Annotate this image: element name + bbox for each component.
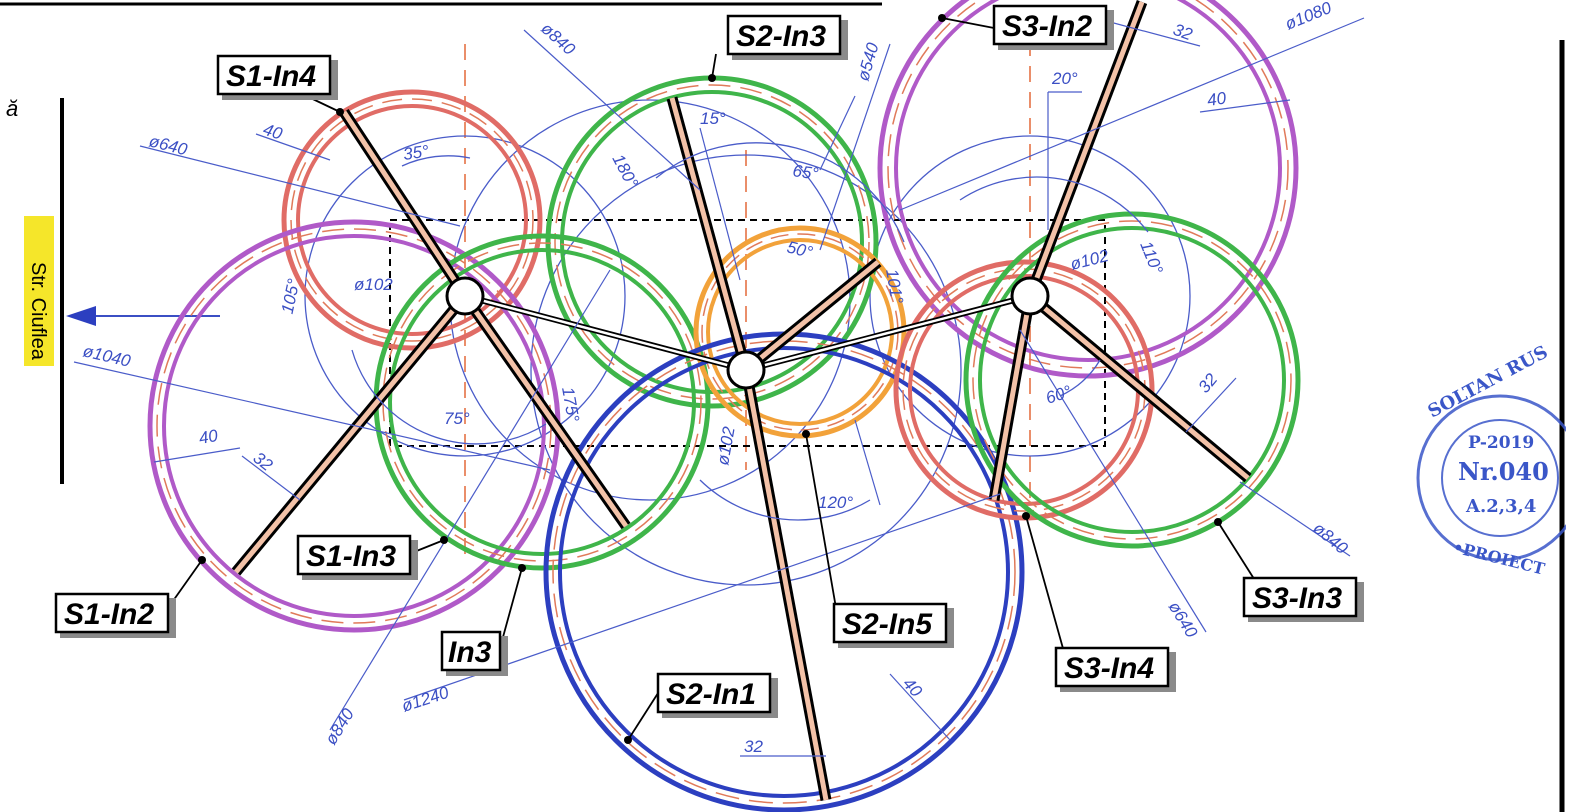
hub-s2: [726, 350, 766, 390]
angle-110: 110°: [1136, 238, 1166, 277]
dim-width-32-d: 32: [744, 737, 763, 756]
dim-width-32-b: 32: [250, 448, 277, 475]
tag-s1-in2-text: S1-In2: [64, 598, 154, 631]
dim-width-40-c: 40: [1206, 88, 1228, 110]
tag-s2-in1: S2-In1: [656, 672, 778, 718]
tag-s1-in3: S1-In3: [296, 534, 418, 580]
dim-width-40-a: 40: [261, 120, 285, 144]
tag-s3-in4: S3-In4: [1054, 646, 1176, 692]
stamp-bottom-text: •PROIECT: [1451, 537, 1547, 578]
dimension-lines: [73, 17, 1365, 757]
tag-s3-in2: S3-In2: [992, 4, 1114, 50]
tag-s1-in2: S1-In2: [54, 592, 176, 638]
angle-20: 20°: [1051, 69, 1078, 88]
angle-105: 105°: [278, 277, 304, 316]
dim-diameter-840-b: ø840: [321, 705, 358, 748]
project-stamp: SOLTAN RUS P-2019 Nr.040 A.2,3,4 •PROIEC…: [1416, 342, 1574, 579]
dim-diameter-1080: ø1080: [1282, 0, 1334, 34]
stamp-code: A.2,3,4: [1465, 496, 1536, 517]
dim-diameter-102-b: ø102: [1068, 246, 1111, 274]
tag-s2-in3: S2-In3: [726, 14, 848, 60]
tag-s2-in5-text: S2-In5: [842, 608, 933, 641]
tag-s1-in4-text: S1-In4: [226, 60, 316, 93]
hub-s1: [445, 276, 485, 316]
dim-width-40-b: 40: [197, 426, 219, 448]
dim-diameter-102-c: ø102: [713, 425, 739, 467]
tag-in3-text: In3: [448, 636, 492, 669]
tag-s3-in3-text: S3-In3: [1252, 582, 1342, 615]
street-label-background: [24, 216, 54, 366]
dim-width-32-a: 32: [1171, 20, 1196, 45]
angle-75: 75°: [444, 409, 470, 428]
stamp-year: P-2019: [1468, 433, 1534, 453]
dim-diameter-640-b: ø640: [1165, 598, 1202, 641]
angle-120: 120°: [818, 493, 853, 512]
angle-65: 65°: [791, 161, 819, 183]
dim-width-32-c: 32: [1195, 369, 1222, 396]
tag-s3-in2-text: S3-In2: [1002, 10, 1092, 43]
dim-diameter-840-a: ø840: [537, 19, 579, 59]
tag-s2-in5: S2-In5: [832, 602, 954, 648]
leader-lines: [167, 17, 1257, 741]
tag-s1-in3-text: S1-In3: [306, 540, 396, 573]
angle-15: 15°: [700, 109, 726, 128]
angle-175: 175°: [558, 385, 583, 423]
angle-60: 60°: [1043, 382, 1074, 408]
tag-in3: In3: [440, 630, 508, 676]
leader-dots: [198, 14, 1222, 744]
right-margin: [1566, 0, 1574, 812]
tag-s1-in4: S1-In4: [216, 54, 338, 100]
dim-diameter-1040: ø1040: [81, 341, 133, 370]
arrow-left-icon: [66, 306, 96, 326]
stamp-number: Nr.040: [1458, 457, 1549, 486]
dimension-texts: ø640 ø840 ø540 ø1080 ø102 ø102 ø102 ø104…: [81, 0, 1352, 756]
ring-s1-in4: [281, 89, 543, 351]
stamp-top-text: SOLTAN RUS: [1424, 342, 1551, 423]
dim-diameter-1240: ø1240: [399, 683, 451, 716]
angle-35: 35°: [402, 142, 430, 164]
tag-s3-in3: S3-In3: [1242, 576, 1364, 622]
beam-group: [231, 0, 1252, 802]
tag-s2-in3-text: S2-In3: [736, 20, 826, 53]
page-title-fragment: ă: [6, 96, 18, 121]
dim-diameter-102-a: ø102: [354, 275, 393, 294]
dim-diameter-640-a: ø640: [147, 131, 190, 159]
tag-s3-in4-text: S3-In4: [1064, 652, 1154, 685]
hub-s3: [1010, 276, 1050, 316]
dim-width-40-d: 40: [899, 674, 926, 701]
tag-s2-in1-text: S2-In1: [666, 678, 756, 711]
angle-arcs: [351, 142, 1149, 521]
street-label: Str. Ciuflea: [27, 262, 49, 361]
